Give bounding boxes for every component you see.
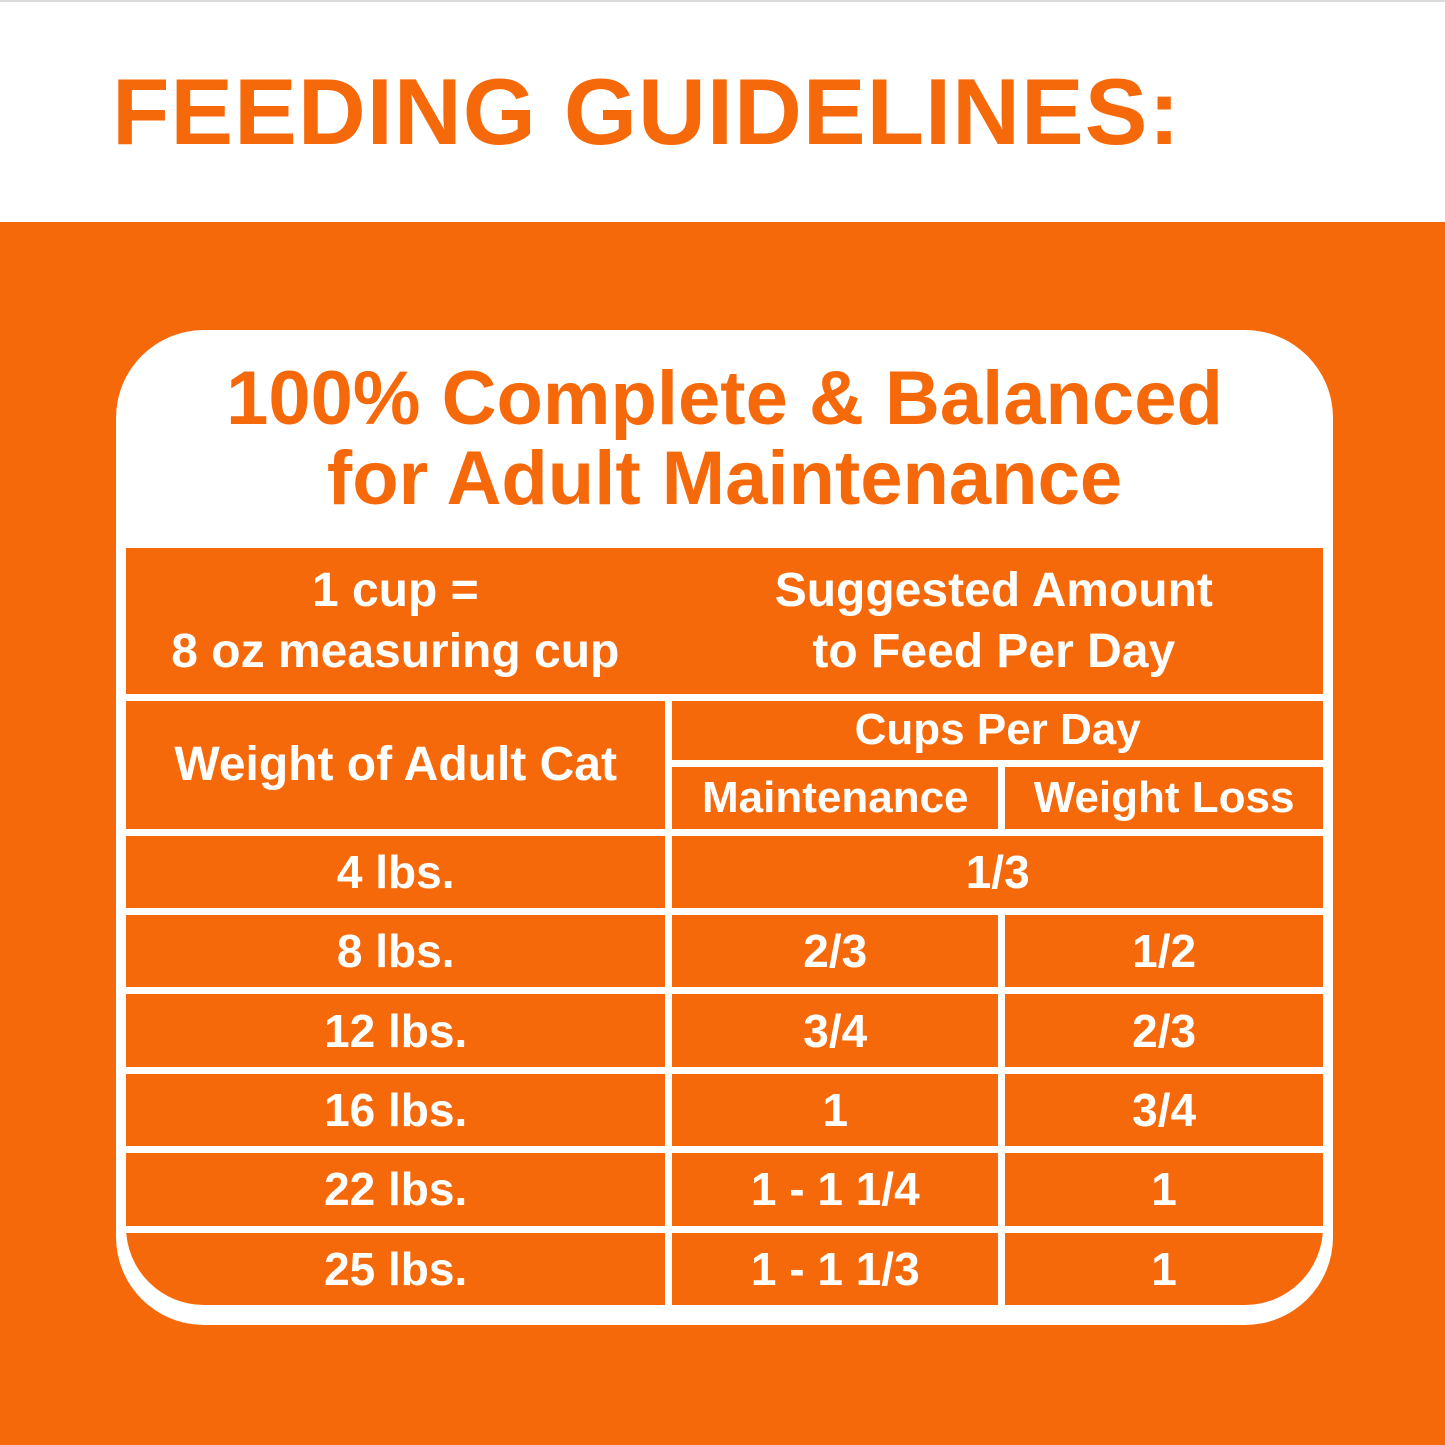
maintenance-amount-cell: 1 xyxy=(672,1073,999,1147)
weight-loss-amount-cell: 1 xyxy=(1005,1232,1323,1305)
weight-cell: 12 lbs. xyxy=(126,994,666,1067)
page-title: FEEDING GUIDELINES: xyxy=(112,59,1181,164)
suggested-amount-line2: to Feed Per Day xyxy=(812,624,1176,678)
weight-cell: 16 lbs. xyxy=(126,1073,666,1147)
card-heading-line1: 100% Complete & Balanced xyxy=(226,356,1223,441)
cup-note: 1 cup = 8 oz measuring cup xyxy=(126,560,665,682)
column-header-weight-loss: Weight Loss xyxy=(1005,767,1323,829)
column-header-weight: Weight of Adult Cat xyxy=(126,700,666,829)
guidelines-card: 100% Complete & Balanced for Adult Maint… xyxy=(116,330,1333,1325)
maintenance-amount-cell: 1 - 1 1/4 xyxy=(672,1153,999,1226)
weight-cell: 4 lbs. xyxy=(126,835,666,909)
weight-cell: 8 lbs. xyxy=(126,915,666,988)
weight-loss-amount-cell: 1 xyxy=(1005,1153,1323,1226)
weight-cell: 25 lbs. xyxy=(126,1232,666,1305)
weight-cell: 22 lbs. xyxy=(126,1153,666,1226)
orange-background: 100% Complete & Balanced for Adult Maint… xyxy=(0,222,1445,1445)
card-heading-line2: for Adult Maintenance xyxy=(326,436,1123,521)
cup-note-line1: 1 cup = xyxy=(311,563,479,617)
cup-note-line2: 8 oz measuring cup xyxy=(171,624,620,678)
column-header-maintenance: Maintenance xyxy=(672,767,999,829)
table-header-row-top: 1 cup = 8 oz measuring cup Suggested Amo… xyxy=(126,548,1323,694)
suggested-amount-header: Suggested Amount to Feed Per Day xyxy=(665,560,1323,682)
suggested-amount-line1: Suggested Amount xyxy=(774,563,1213,617)
feeding-table: 1 cup = 8 oz measuring cup Suggested Amo… xyxy=(126,548,1323,1305)
merged-amount-cell: 1/3 xyxy=(672,835,1323,909)
cups-per-day-header-group: Cups Per Day Maintenance Weight Loss xyxy=(672,700,1323,829)
top-band: FEEDING GUIDELINES: xyxy=(0,2,1445,222)
maintenance-amount-cell: 1 - 1 1/3 xyxy=(672,1232,999,1305)
weight-loss-amount-cell: 3/4 xyxy=(1005,1073,1323,1147)
card-heading: 100% Complete & Balanced for Adult Maint… xyxy=(126,330,1323,548)
maintenance-amount-cell: 2/3 xyxy=(672,915,999,988)
weight-loss-amount-cell: 1/2 xyxy=(1005,915,1323,988)
maintenance-amount-cell: 3/4 xyxy=(672,994,999,1067)
column-header-cups-per-day: Cups Per Day xyxy=(672,700,1323,761)
weight-loss-amount-cell: 2/3 xyxy=(1005,994,1323,1067)
